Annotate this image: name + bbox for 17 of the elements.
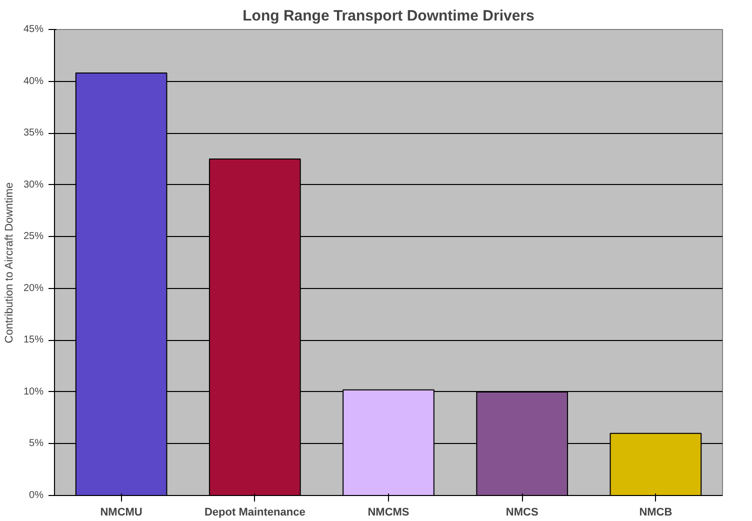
y-tick-label: 5% xyxy=(29,438,44,450)
x-tick-label: NMCS xyxy=(506,506,538,518)
x-tick-label: NMCMU xyxy=(100,506,142,518)
x-tick-label: NMCB xyxy=(639,506,672,518)
y-tick-label: 40% xyxy=(23,76,44,87)
x-tick-label: NMCMS xyxy=(368,506,410,518)
y-axis-title: Contribution to Aircraft Downtime xyxy=(3,182,16,344)
y-tick-label: 25% xyxy=(23,231,44,242)
chart-title: Long Range Transport Downtime Drivers xyxy=(242,8,534,24)
y-tick-label: 0% xyxy=(29,490,44,501)
y-tick-label: 15% xyxy=(23,334,44,346)
y-tick-label: 20% xyxy=(23,282,44,294)
y-tick-label: 10% xyxy=(23,386,44,398)
y-tick-label: 45% xyxy=(23,24,44,35)
y-tick-label: 35% xyxy=(23,128,44,139)
x-tick-label: Depot Maintenance xyxy=(204,506,306,518)
y-tick-label: 30% xyxy=(23,179,44,190)
